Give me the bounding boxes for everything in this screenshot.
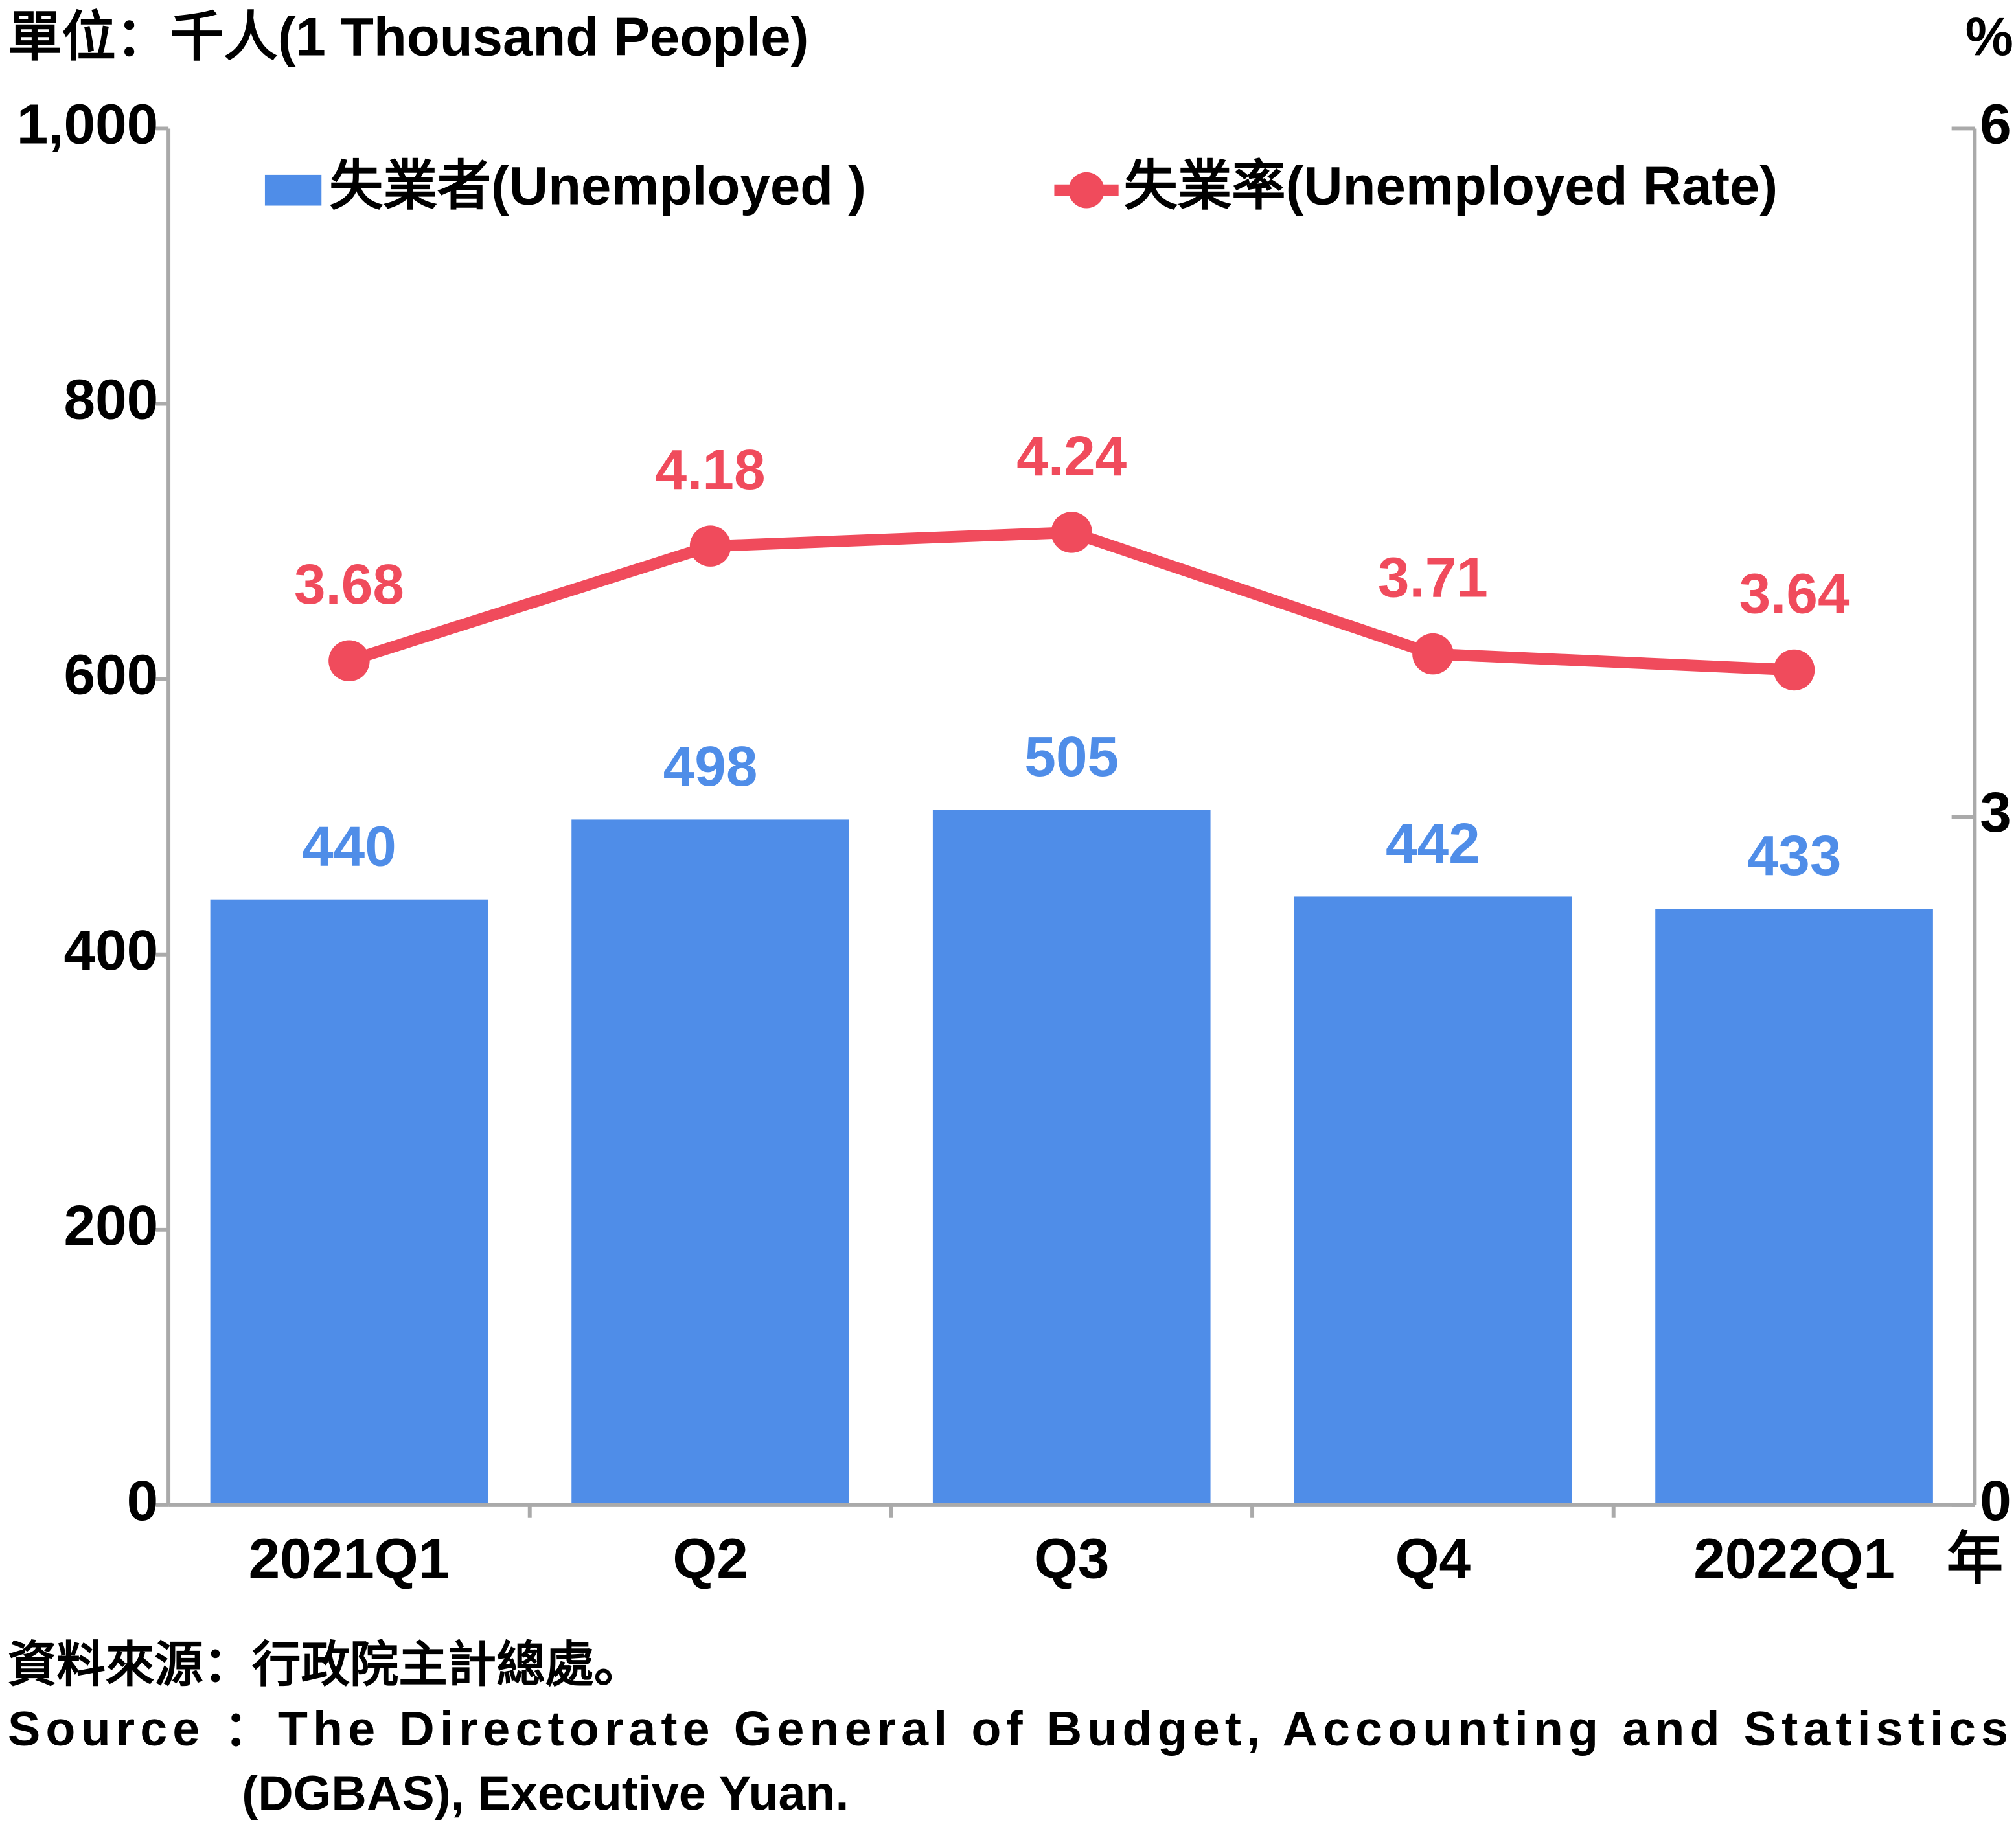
- bar: [210, 899, 488, 1505]
- y2-tick-label: 3: [1980, 780, 2011, 844]
- source-line: 資料來源：行政院主計總處。: [8, 1637, 643, 1692]
- y-tick-label: 200: [64, 1194, 159, 1257]
- point: [1051, 512, 1092, 553]
- y2-axis-title: %: [1965, 7, 2013, 67]
- legend-swatch: [264, 174, 322, 206]
- legend-swatch: [1068, 172, 1105, 209]
- bar-label: 433: [1747, 824, 1842, 887]
- bar: [571, 819, 849, 1505]
- bar-label: 505: [1024, 725, 1119, 788]
- bar-label: 498: [663, 734, 758, 798]
- bar-label: 442: [1386, 812, 1480, 875]
- source-line: Source ：The Directorate General of Budge…: [8, 1701, 2008, 1756]
- bar: [1655, 909, 1933, 1505]
- x-tick-label: Q3: [1034, 1527, 1109, 1590]
- legend-label: 失業者(Unemployed ): [329, 156, 866, 216]
- x-tick-label: 2022Q1: [1693, 1527, 1895, 1590]
- x-tick-label: Q2: [672, 1527, 748, 1590]
- bar: [932, 810, 1211, 1505]
- y-tick-label: 0: [127, 1469, 159, 1532]
- source-line: (DGBAS), Executive Yuan.: [242, 1766, 849, 1820]
- y2-tick-label: 6: [1980, 93, 2011, 156]
- point-label: 4.24: [1016, 424, 1127, 488]
- point: [328, 640, 370, 682]
- line: [347, 526, 1794, 676]
- point-label: 4.18: [656, 438, 766, 501]
- point: [689, 525, 731, 567]
- point-label: 3.64: [1739, 562, 1850, 625]
- x-tick-label: Q4: [1395, 1527, 1471, 1590]
- bar: [1294, 896, 1572, 1505]
- point: [1773, 649, 1815, 691]
- bar-label: 440: [302, 814, 396, 878]
- y-tick-label: 800: [64, 368, 159, 431]
- x-tick-label: 2021Q1: [249, 1527, 450, 1590]
- point: [1412, 633, 1454, 675]
- legend-label: 失業率(Unemployed Rate): [1124, 156, 1778, 216]
- y-tick-label: 600: [64, 643, 159, 707]
- point-label: 3.71: [1378, 546, 1488, 609]
- y-axis-title: 單位：千人(1 Thousand People): [8, 7, 808, 67]
- point-label: 3.68: [294, 552, 404, 616]
- x-axis-unit: 年: [1947, 1527, 2003, 1590]
- y2-tick-label: 0: [1980, 1469, 2011, 1532]
- y-tick-label: 1,000: [17, 93, 158, 156]
- y-tick-label: 400: [64, 918, 159, 982]
